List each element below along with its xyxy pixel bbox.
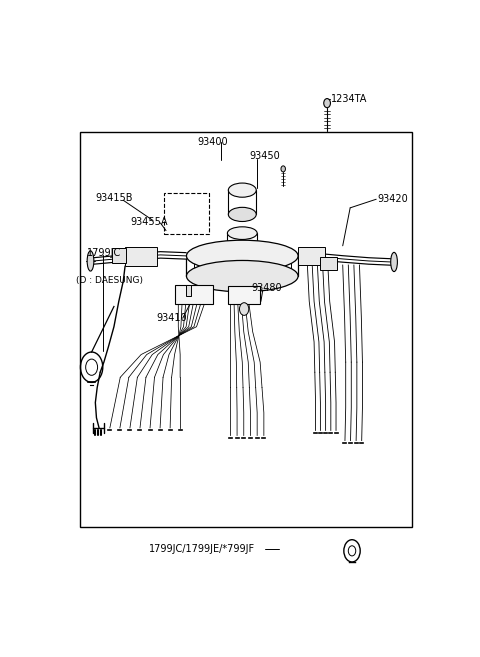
Bar	[81, 132, 411, 526]
Ellipse shape	[228, 183, 256, 197]
Text: 1799JC: 1799JC	[87, 248, 121, 258]
Text: 93455A: 93455A	[131, 217, 168, 227]
Text: 1799JC/1799JE/*799JF: 1799JC/1799JE/*799JF	[149, 544, 255, 555]
Bar	[175, 284, 213, 304]
Text: 93420: 93420	[377, 194, 408, 204]
Ellipse shape	[228, 227, 257, 239]
Bar	[164, 193, 209, 234]
Text: 93450: 93450	[249, 151, 280, 161]
Ellipse shape	[186, 240, 298, 271]
Ellipse shape	[391, 252, 397, 271]
Ellipse shape	[228, 208, 256, 221]
Text: 93410: 93410	[156, 313, 187, 323]
Ellipse shape	[87, 251, 94, 271]
Bar	[298, 247, 325, 265]
Bar	[186, 285, 192, 296]
Ellipse shape	[228, 246, 257, 258]
Bar	[228, 286, 260, 304]
Circle shape	[281, 166, 286, 172]
Bar	[112, 248, 126, 263]
Text: (D : DAESUNG): (D : DAESUNG)	[76, 276, 143, 284]
Bar	[321, 258, 337, 270]
Text: 93415B: 93415B	[96, 193, 133, 203]
Text: 1234TA: 1234TA	[331, 93, 367, 104]
Ellipse shape	[186, 260, 298, 292]
Ellipse shape	[240, 303, 249, 315]
Text: 93480: 93480	[252, 283, 282, 293]
Text: 93400: 93400	[198, 137, 228, 147]
Bar	[125, 247, 156, 266]
Circle shape	[324, 99, 330, 108]
